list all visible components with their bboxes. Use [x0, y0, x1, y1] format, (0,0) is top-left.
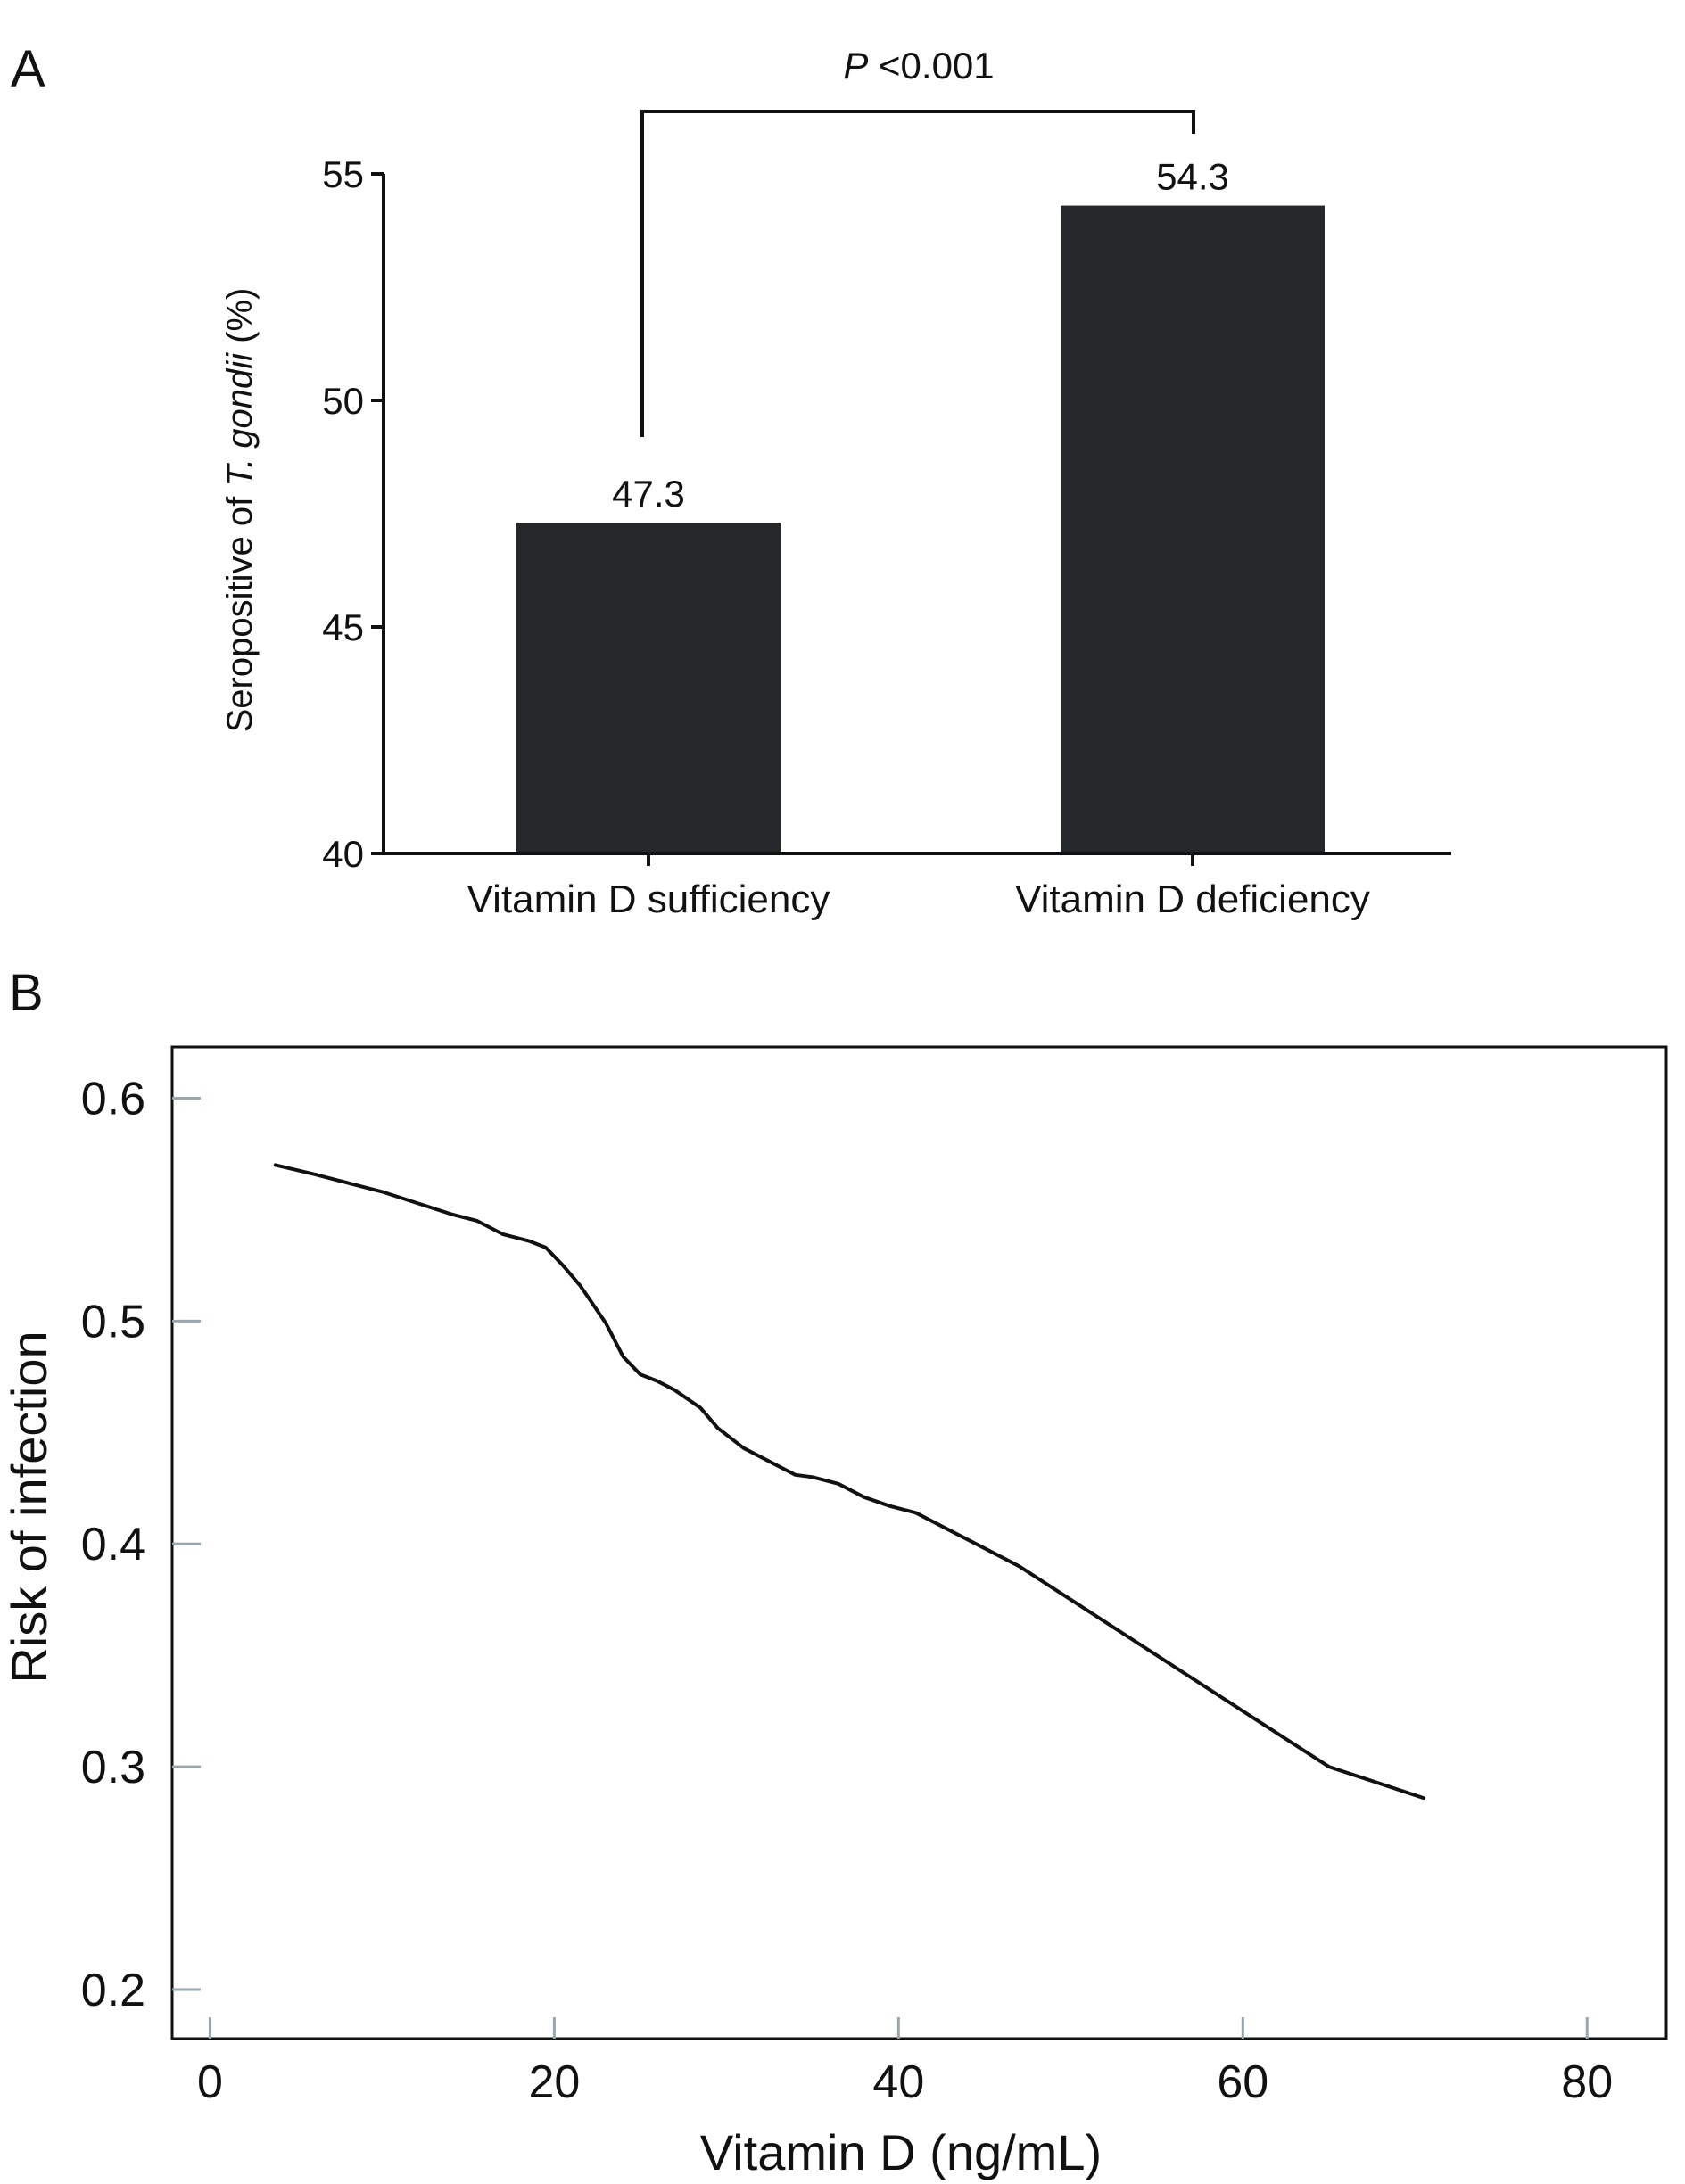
y-tick-label-b: 0.3: [81, 1742, 145, 1793]
y-tick-label-a: 45: [322, 606, 364, 648]
x-tick-label-b: 40: [872, 2056, 924, 2108]
y-tick-label-a: 55: [322, 153, 364, 195]
y-tick-label-a: 40: [322, 833, 364, 875]
x-axis-title-b: Vitamin D (ng/mL): [700, 2124, 1102, 2180]
bar: [1061, 205, 1325, 853]
panel-a-label: A: [11, 40, 45, 98]
y-tick-label-b: 0.5: [81, 1296, 145, 1347]
x-tick-label-b: 0: [197, 2056, 223, 2108]
y-tick-label-a: 50: [322, 380, 364, 422]
panel-b-line-chart: B 0 20 40 60 80 0.2 0.3 0.4 0.5 0.6 Vitamin D (ng…: [1, 964, 1668, 2180]
panel-b-label: B: [9, 964, 44, 1022]
panel-a-bar-chart: A P <0.001 Seropositive of T. gondii (%)…: [11, 40, 1451, 921]
y-axis-title-a: Seropositive of T. gondii (%): [220, 288, 260, 733]
p-symbol: P: [843, 45, 868, 87]
y-axis-title-b: Risk of infection: [1, 1331, 57, 1683]
bar: [516, 523, 781, 853]
significance-bracket: [640, 110, 1195, 437]
risk-curve: [273, 1163, 1425, 1801]
bar-value-label: 54.3: [1156, 156, 1229, 198]
x-tick-label-b: 60: [1217, 2056, 1268, 2108]
category-label: Vitamin D deficiency: [1015, 878, 1370, 921]
x-tick-label-b: 20: [528, 2056, 580, 2108]
category-label: Vitamin D sufficiency: [467, 878, 830, 921]
x-tick-label-b: 80: [1561, 2056, 1613, 2108]
significance-annotation: P <0.001: [843, 45, 994, 87]
y-tick-label-b: 0.6: [81, 1073, 145, 1125]
p-value: <0.001: [879, 45, 995, 87]
bar-value-label: 47.3: [612, 473, 685, 515]
y-tick-label-b: 0.2: [81, 1965, 145, 2016]
y-tick-label-b: 0.4: [81, 1519, 145, 1570]
